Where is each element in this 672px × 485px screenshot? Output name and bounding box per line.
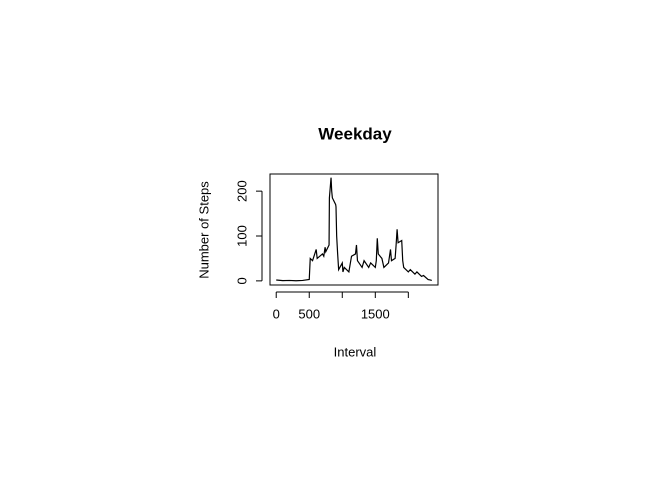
y-tick-label: 0	[234, 277, 249, 284]
x-tick-label: 0	[273, 306, 280, 321]
x-axis-label: Interval	[334, 344, 377, 359]
y-tick-label: 200	[234, 180, 249, 202]
chart-title: Weekday	[318, 124, 392, 143]
y-tick-label: 100	[234, 225, 249, 247]
x-tick-label: 1500	[361, 306, 390, 321]
x-tick-label: 500	[298, 306, 320, 321]
plot-box	[269, 173, 439, 286]
y-axis-label: Number of Steps	[196, 181, 211, 279]
line-series	[276, 177, 432, 282]
